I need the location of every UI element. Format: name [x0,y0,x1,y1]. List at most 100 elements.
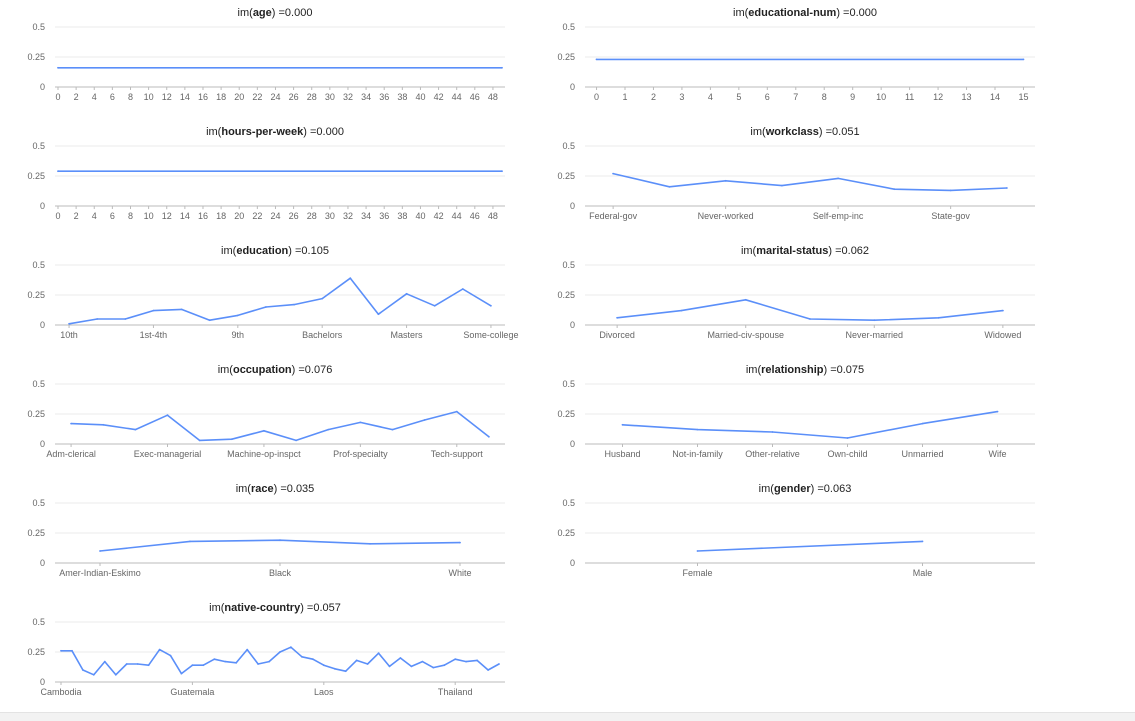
x-tick-label: Tech-support [431,449,484,459]
x-tick-label: 20 [234,211,244,221]
y-tick-label: 0.5 [562,141,575,151]
title-prefix: im( [733,7,749,19]
chart-panel-relationship: im(relationship) =0.075 0 0.25 0.5 Husband No… [530,357,1050,476]
data-point [893,188,896,191]
x-tick-label: 14 [180,92,190,102]
x-tick-label: 1 [622,92,627,102]
x-tick-label: Not-in-family [672,449,723,459]
series-line [71,410,490,442]
data-point [235,661,238,664]
data-point [60,649,62,652]
data-point [781,184,783,187]
title-variable: hours-per-week [221,126,304,138]
title-prefix: im( [217,364,233,376]
x-tick-label: 2 [651,92,656,102]
data-point [433,304,436,307]
x-tick-label: 28 [307,92,317,102]
title-suffix: ) =0.035 [273,483,315,495]
data-point [423,419,426,421]
x-tick-label: 34 [361,92,371,102]
data-point [82,669,84,671]
data-point [344,670,347,673]
title-prefix: im( [235,483,251,495]
series-line [617,298,1003,321]
chart-panel-hours-per-week: im(hours-per-week) =0.000 0 0.25 0.5 0 2 4 6 8 10… [0,119,520,238]
data-point [136,663,139,665]
data-point [213,658,216,661]
x-tick-label: 18 [216,211,226,221]
x-tick-label: Male [913,568,933,578]
x-tick-label: 2 [74,92,79,102]
data-point [312,658,314,661]
chart-panel-educational-num: im(educational-num) =0.000 0 0.25 0.5 0 1 2 3 4 5… [530,0,1050,119]
data-point [465,660,467,663]
y-tick-label: 0.25 [557,290,575,300]
x-tick-label: 10 [144,92,154,102]
data-point [410,665,413,668]
data-point [432,666,435,669]
x-tick-label: 3 [679,92,684,102]
x-tick-label: 24 [270,211,280,221]
title-suffix: ) =0.076 [291,364,333,376]
x-tick-label: 30 [325,211,335,221]
x-tick-label: Amer-Indian-Eskimo [59,568,141,578]
data-point [377,313,380,316]
y-tick-label: 0.5 [562,498,575,508]
y-tick-label: 0.25 [557,52,575,62]
data-point [103,660,106,663]
x-tick-label: 6 [110,211,115,221]
data-point [696,550,699,552]
x-tick-label: Exec-managerial [134,449,202,459]
chart-svg: 0 0.25 0.5 Amer-Indian-Eskimo Black White [27,498,505,578]
data-point [399,657,402,659]
data-point [377,652,380,655]
x-tick-label: 40 [415,92,425,102]
y-tick-label: 0 [40,677,45,687]
data-point [459,541,461,544]
y-tick-label: 0.25 [27,52,45,62]
x-tick-label: 34 [361,211,371,221]
x-tick-label: 8 [128,211,133,221]
data-point [501,170,503,173]
data-point [96,318,99,320]
y-tick-label: 0 [40,201,45,211]
title-prefix: im( [221,245,237,257]
y-tick-label: 0.5 [562,260,575,270]
data-point [461,288,464,290]
chart-svg: 0 0.25 0.5 10th 1st-4th 9th Bachelors Masters So… [27,260,518,340]
chart-svg: 0 0.25 0.5 Female Male [557,498,1035,578]
data-point [180,308,183,311]
data-point [366,663,369,665]
chart-title: im(native-country) =0.057 [40,602,510,614]
y-tick-label: 0 [570,82,575,92]
x-tick-label: 12 [162,211,172,221]
data-point [498,663,500,665]
data-point [263,429,265,432]
x-tick-label: 7 [793,92,798,102]
data-point [405,292,408,295]
data-point [921,422,924,425]
x-tick-label: 28 [307,211,317,221]
y-tick-label: 0 [570,439,575,449]
x-tick-label: 14 [180,211,190,221]
x-tick-label: Female [682,568,712,578]
y-tick-label: 0 [570,558,575,568]
x-tick-label: Prof-specialty [333,449,388,459]
x-tick-label: Machine-op-inspct [227,449,301,459]
x-tick-label: Other-relative [745,449,800,459]
chart-title: im(age) =0.000 [40,7,510,19]
x-tick-label: 2 [74,211,79,221]
title-variable: gender [773,483,811,495]
data-point [1006,187,1008,189]
data-point [166,414,169,417]
y-tick-label: 0.5 [32,22,45,32]
data-point [147,664,150,667]
data-point [724,179,727,182]
chart-panel-workclass: im(workclass) =0.051 0 0.25 0.5 Federal-gov N… [530,119,1050,238]
chart-panel-occupation: im(occupation) =0.076 0 0.25 0.5 Adm-clerica… [0,357,520,476]
y-tick-label: 0.25 [27,290,45,300]
x-tick-label: 44 [452,92,462,102]
data-point [301,655,303,658]
x-tick-label: 26 [289,211,299,221]
x-tick-label: 44 [452,211,462,221]
